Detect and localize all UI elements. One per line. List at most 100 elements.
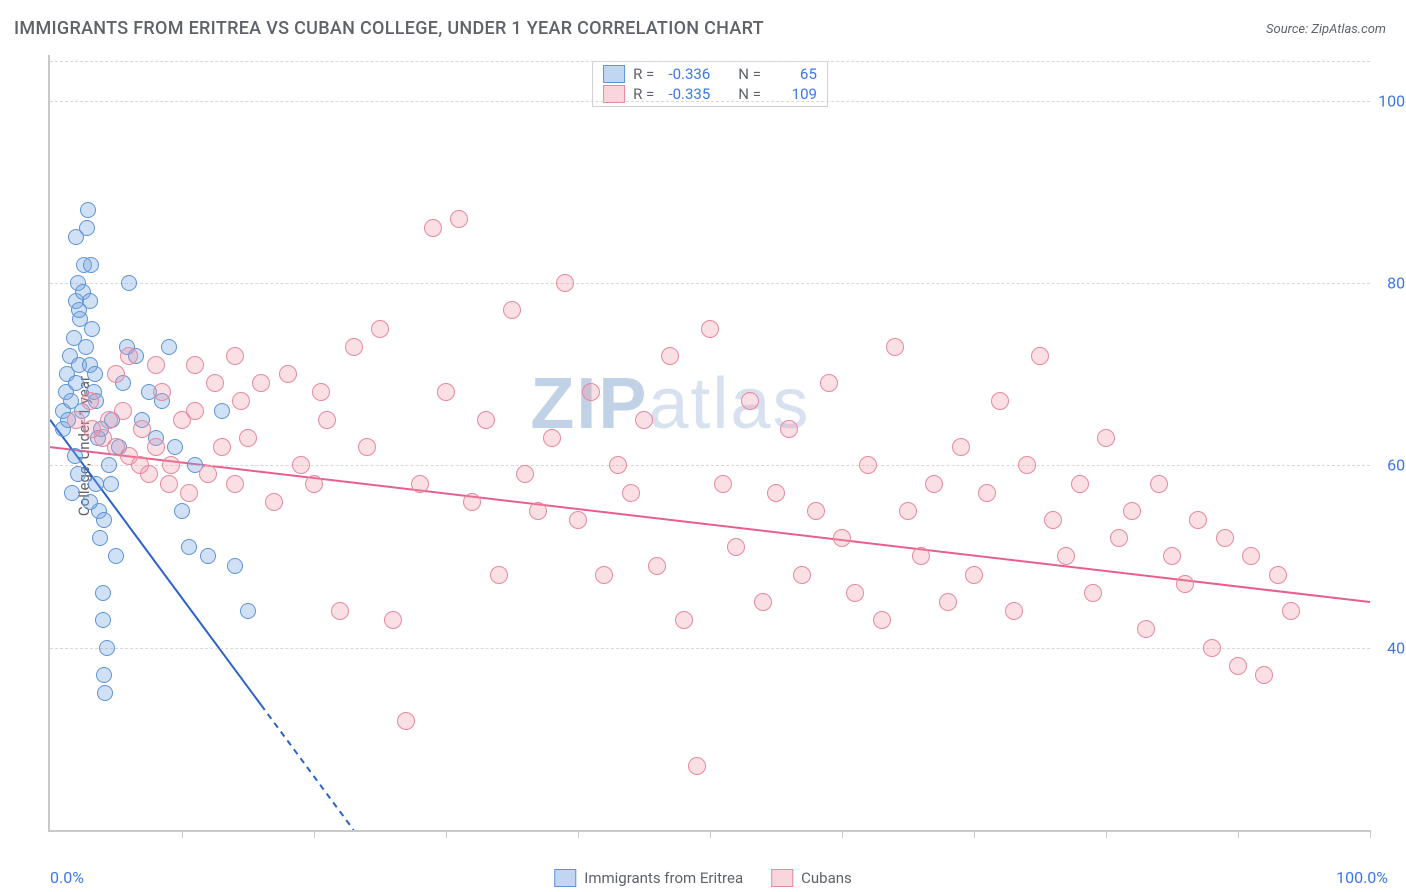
data-point-pink: [846, 584, 864, 602]
gridline: [50, 283, 1370, 284]
data-point-pink: [397, 712, 415, 730]
data-point-pink: [1057, 547, 1075, 565]
data-point-pink: [213, 438, 231, 456]
data-point-pink: [754, 593, 772, 611]
data-point-pink: [1176, 575, 1194, 593]
data-point-pink: [450, 210, 468, 228]
data-point-pink: [199, 465, 217, 483]
data-point-pink: [965, 566, 983, 584]
data-point-pink: [131, 456, 149, 474]
data-point-pink: [305, 475, 323, 493]
data-point-blue: [161, 339, 177, 355]
x-tick: [710, 830, 711, 838]
data-point-pink: [675, 611, 693, 629]
data-point-pink: [859, 456, 877, 474]
data-point-pink: [1005, 602, 1023, 620]
data-point-pink: [1044, 511, 1062, 529]
data-point-pink: [384, 611, 402, 629]
data-point-pink: [186, 402, 204, 420]
y-tick-label: 60.0%: [1375, 456, 1406, 475]
x-tick: [1106, 830, 1107, 838]
data-point-pink: [226, 347, 244, 365]
data-point-pink: [133, 420, 151, 438]
data-point-blue: [70, 466, 86, 482]
data-point-pink: [807, 502, 825, 520]
x-tick: [974, 830, 975, 838]
data-point-pink: [1282, 602, 1300, 620]
data-point-pink: [1150, 475, 1168, 493]
data-point-pink: [516, 465, 534, 483]
data-point-pink: [622, 484, 640, 502]
data-point-pink: [120, 347, 138, 365]
data-point-pink: [490, 566, 508, 584]
data-point-pink: [206, 374, 224, 392]
chart-container: IMMIGRANTS FROM ERITREA VS CUBAN COLLEGE…: [0, 0, 1406, 892]
data-point-pink: [991, 392, 1009, 410]
data-point-blue: [96, 667, 112, 683]
x-tick: [182, 830, 183, 838]
data-point-blue: [82, 494, 98, 510]
data-point-pink: [265, 493, 283, 511]
plot-area: R = -0.336 N = 65 R = -0.335 N = 109 ZIP…: [48, 55, 1370, 832]
y-tick-label: 100.0%: [1375, 91, 1406, 110]
swatch-icon: [603, 65, 625, 83]
data-point-blue: [64, 485, 80, 501]
data-point-pink: [424, 219, 442, 237]
x-tick: [842, 830, 843, 838]
gridline: [50, 648, 1370, 649]
data-point-pink: [899, 502, 917, 520]
legend-label: Cubans: [801, 869, 852, 887]
data-point-blue: [87, 366, 103, 382]
data-point-blue: [99, 640, 115, 656]
data-point-pink: [1071, 475, 1089, 493]
data-point-pink: [503, 301, 521, 319]
data-point-pink: [635, 411, 653, 429]
data-point-pink: [1123, 502, 1141, 520]
r-value-blue: -0.336: [662, 65, 710, 83]
n-label: N =: [738, 65, 761, 83]
data-point-pink: [1242, 547, 1260, 565]
data-point-pink: [292, 456, 310, 474]
data-point-pink: [437, 383, 455, 401]
n-value-blue: 65: [769, 65, 817, 83]
data-point-blue: [80, 202, 96, 218]
data-point-pink: [1084, 584, 1102, 602]
watermark: ZIPatlas: [530, 363, 810, 445]
data-point-pink: [556, 274, 574, 292]
chart-title: IMMIGRANTS FROM ERITREA VS CUBAN COLLEGE…: [14, 18, 764, 39]
data-point-pink: [925, 475, 943, 493]
gridline: [50, 465, 1370, 466]
legend-row-blue: R = -0.336 N = 65: [603, 64, 817, 84]
data-point-pink: [609, 456, 627, 474]
data-point-pink: [358, 438, 376, 456]
x-axis-origin-label: 0.0%: [50, 868, 84, 887]
data-point-pink: [81, 392, 99, 410]
data-point-pink: [318, 411, 336, 429]
data-point-blue: [227, 558, 243, 574]
legend-label: Immigrants from Eritrea: [584, 869, 743, 887]
gridline: [50, 101, 1370, 102]
data-point-pink: [147, 438, 165, 456]
y-tick-label: 40.0%: [1375, 638, 1406, 657]
data-point-blue: [214, 403, 230, 419]
data-point-blue: [103, 476, 119, 492]
data-point-pink: [1229, 657, 1247, 675]
data-point-pink: [477, 411, 495, 429]
data-point-pink: [939, 593, 957, 611]
r-label: R =: [633, 65, 654, 83]
data-point-pink: [186, 356, 204, 374]
data-point-pink: [912, 547, 930, 565]
data-point-blue: [240, 603, 256, 619]
legend-item-blue: Immigrants from Eritrea: [554, 869, 743, 887]
data-point-pink: [661, 347, 679, 365]
data-point-pink: [147, 356, 165, 374]
data-point-pink: [543, 429, 561, 447]
data-point-pink: [1137, 620, 1155, 638]
data-point-blue: [96, 512, 112, 528]
swatch-icon: [771, 869, 793, 887]
data-point-pink: [345, 338, 363, 356]
data-point-pink: [1203, 639, 1221, 657]
data-point-blue: [121, 275, 137, 291]
data-point-blue: [68, 375, 84, 391]
data-point-blue: [174, 503, 190, 519]
